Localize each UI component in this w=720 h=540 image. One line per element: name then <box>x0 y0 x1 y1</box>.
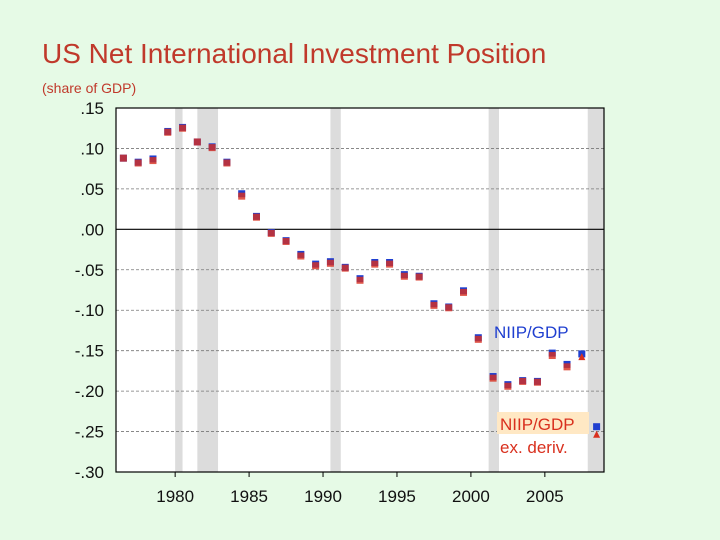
niip-ex-deriv-point <box>164 128 172 136</box>
recession-band <box>197 108 219 472</box>
niip-ex-deriv-point <box>119 154 127 162</box>
niip-ex-deriv-point <box>341 264 349 272</box>
niip-ex-deriv-point <box>238 192 246 200</box>
niip-ex-deriv-point <box>134 159 142 167</box>
niip-ex-deriv-point <box>282 237 290 245</box>
niip-ex-deriv-point <box>179 124 187 132</box>
niip-ex-deriv-point <box>312 262 320 270</box>
niip-ex-deriv-point <box>548 352 556 360</box>
x-tick-label: 2000 <box>452 487 490 506</box>
niip-ex-deriv-point <box>445 304 453 312</box>
slide-subtitle: (share of GDP) <box>42 80 137 96</box>
niip-ex-deriv-point <box>400 272 408 280</box>
series-label-niip-ex-deriv: ex. deriv. <box>500 438 568 457</box>
niip-ex-deriv-point <box>252 213 260 221</box>
niip-ex-deriv-point <box>593 430 601 438</box>
niip-ex-deriv-point <box>578 353 586 361</box>
y-tick-label: -.10 <box>75 301 104 320</box>
y-tick-label: -.15 <box>75 342 104 361</box>
niip-ex-deriv-point <box>415 273 423 281</box>
niip-ex-deriv-point <box>326 259 334 267</box>
x-tick-label: 1980 <box>156 487 194 506</box>
niip-ex-deriv-point <box>489 374 497 382</box>
niip-ex-deriv-point <box>386 260 394 268</box>
niip-ex-deriv-point <box>297 252 305 260</box>
x-tick-label: 1985 <box>230 487 268 506</box>
niip-ex-deriv-point <box>533 378 541 386</box>
niip-ex-deriv-point <box>267 229 275 237</box>
niip-ex-deriv-point <box>208 144 216 152</box>
y-tick-label: -.30 <box>75 463 104 482</box>
recession-band <box>587 108 604 472</box>
recession-band <box>330 108 341 472</box>
y-tick-label: .10 <box>80 139 104 158</box>
y-tick-label: -.25 <box>75 423 104 442</box>
x-tick-label: 1995 <box>378 487 416 506</box>
y-tick-label: .15 <box>80 99 104 118</box>
niip-ex-deriv-point <box>193 138 201 146</box>
x-tick-label: 1990 <box>304 487 342 506</box>
series-label-niip-ex-deriv: NIIP/GDP <box>500 415 575 434</box>
y-tick-label: .00 <box>80 220 104 239</box>
niip-ex-deriv-point <box>504 382 512 390</box>
y-tick-label: .05 <box>80 180 104 199</box>
niip-ex-deriv-point <box>149 157 157 165</box>
recession-band <box>488 108 500 472</box>
niip-ex-deriv-point <box>223 159 231 167</box>
series-label-niip: NIIP/GDP <box>494 323 569 342</box>
plot-frame <box>115 107 605 473</box>
niip-ex-deriv-point <box>563 363 571 371</box>
x-tick-label: 2005 <box>526 487 564 506</box>
niip-ex-deriv-point <box>519 377 527 385</box>
niip-ex-deriv-point <box>430 301 438 309</box>
y-tick-label: -.05 <box>75 261 104 280</box>
niip-point <box>593 423 601 431</box>
y-tick-label: -.20 <box>75 382 104 401</box>
niip-ex-deriv-point <box>474 335 482 343</box>
niip-ex-deriv-point <box>371 260 379 268</box>
label-highlight <box>497 412 589 434</box>
niip-ex-deriv-point <box>356 276 364 284</box>
niip-ex-deriv-point <box>460 288 468 296</box>
slide-title: US Net International Investment Position <box>42 38 547 69</box>
recession-band <box>175 108 183 472</box>
